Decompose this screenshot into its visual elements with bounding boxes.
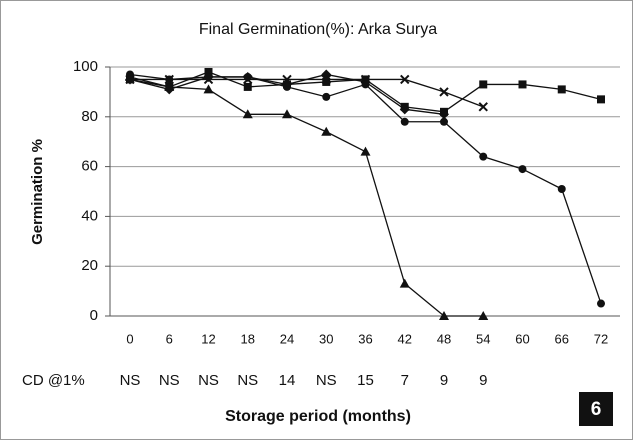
- series-line: [130, 78, 484, 108]
- marker: [440, 117, 448, 126]
- x-tick-label: 0: [126, 331, 133, 346]
- row-value: 15: [357, 372, 374, 389]
- marker: [164, 81, 175, 91]
- marker: [165, 75, 174, 84]
- panel-badge: [579, 392, 613, 426]
- marker: [597, 95, 605, 104]
- marker: [243, 82, 252, 91]
- marker: [518, 165, 527, 174]
- marker: [204, 72, 213, 81]
- y-tick-label: 40: [81, 207, 98, 224]
- row-value: NS: [237, 372, 258, 389]
- y-tick-label: 100: [73, 58, 98, 75]
- marker: [597, 299, 605, 308]
- marker: [479, 152, 488, 161]
- marker: [557, 185, 566, 194]
- chart-title: Final Germination(%): Arka Surya: [199, 21, 437, 38]
- marker: [321, 126, 332, 136]
- y-tick-label: 20: [81, 257, 98, 274]
- marker: [322, 92, 331, 101]
- row-value: NS: [316, 372, 337, 389]
- marker: [479, 80, 488, 89]
- marker: [399, 104, 410, 115]
- marker: [478, 102, 488, 112]
- marker: [478, 311, 489, 320]
- x-tick-label: 48: [437, 331, 451, 346]
- row-value: 9: [440, 372, 448, 389]
- x-tick-label: 36: [358, 331, 372, 346]
- marker: [557, 85, 566, 94]
- marker: [283, 82, 291, 91]
- marker: [126, 70, 134, 79]
- x-tick-label: 66: [555, 331, 569, 346]
- panel-label: 6: [591, 399, 602, 420]
- y-tick-label: 80: [81, 108, 98, 125]
- marker: [439, 109, 449, 120]
- series-line: [129, 76, 484, 317]
- x-tick-label: 42: [398, 331, 412, 346]
- marker: [360, 146, 371, 156]
- marker: [439, 87, 449, 97]
- marker: [361, 80, 370, 89]
- row-label: CD @1%: [22, 372, 85, 389]
- y-tick-label: 0: [90, 307, 98, 324]
- marker: [321, 74, 331, 85]
- marker: [242, 109, 253, 119]
- x-tick-label: 18: [241, 331, 255, 346]
- row-value: NS: [120, 372, 141, 389]
- marker: [203, 84, 214, 94]
- x-tick-label: 24: [280, 331, 294, 346]
- marker: [439, 311, 449, 320]
- marker: [243, 72, 252, 81]
- marker: [322, 77, 331, 86]
- x-tick-label: 72: [594, 331, 608, 346]
- marker: [400, 117, 409, 126]
- y-axis-label: Germination %: [29, 139, 46, 245]
- x-tick-label: 60: [515, 331, 529, 346]
- row-value: 9: [479, 372, 487, 389]
- marker: [518, 80, 527, 89]
- row-value: 7: [401, 372, 409, 389]
- row-value: NS: [159, 372, 180, 389]
- row-value: NS: [198, 372, 219, 389]
- x-tick-label: 30: [319, 331, 333, 346]
- y-tick-label: 60: [81, 158, 98, 175]
- x-axis-label: Storage period (months): [225, 408, 411, 425]
- row-value: 14: [279, 372, 296, 389]
- marker: [282, 74, 292, 85]
- marker: [282, 109, 292, 119]
- marker: [399, 278, 410, 288]
- x-tick-label: 12: [201, 331, 215, 346]
- x-tick-label: 6: [166, 331, 173, 346]
- marker: [400, 74, 410, 85]
- x-tick-label: 54: [476, 331, 490, 346]
